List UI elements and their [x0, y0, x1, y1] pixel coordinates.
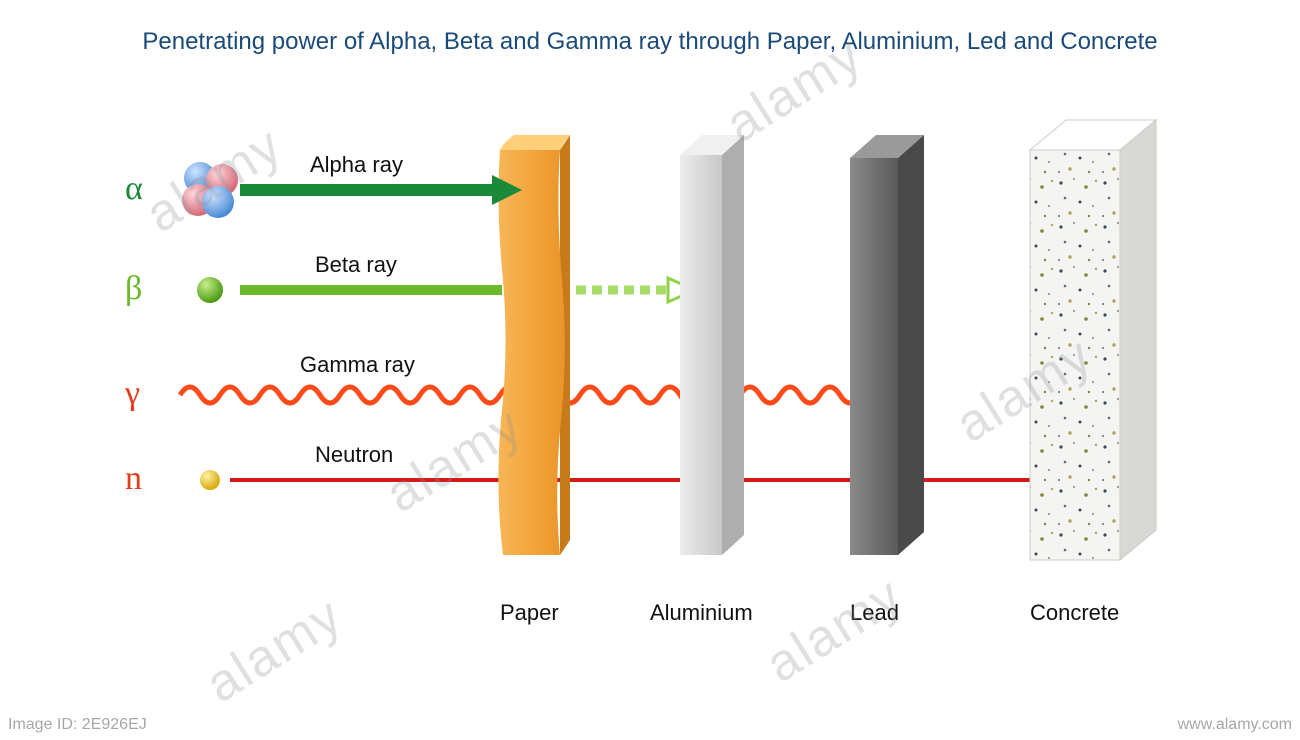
watermark-url: www.alamy.com — [1178, 716, 1292, 734]
beta-ray-arrow-fade — [560, 278, 695, 302]
aluminium-label: Aluminium — [650, 600, 753, 626]
barrier-concrete — [1030, 120, 1156, 560]
alpha-symbol: α — [125, 170, 143, 208]
alpha-ray-arrow — [240, 175, 522, 205]
neutron-particle-icon — [200, 470, 220, 490]
paper-label: Paper — [500, 600, 559, 626]
barrier-aluminium — [680, 135, 744, 555]
gamma-symbol: γ — [125, 375, 140, 413]
barrier-lead — [850, 135, 924, 555]
watermark-id: Image ID: 2E926EJ — [8, 716, 147, 734]
diagram-canvas — [0, 0, 1300, 740]
alpha-ray-label: Alpha ray — [310, 152, 403, 178]
alpha-particle-icon — [182, 162, 238, 218]
beta-ray-label: Beta ray — [315, 252, 397, 278]
gamma-ray-label: Gamma ray — [300, 352, 415, 378]
beta-particle-icon — [197, 277, 223, 303]
neutron-ray-line — [230, 470, 1075, 490]
concrete-label: Concrete — [1030, 600, 1119, 626]
barrier-paper — [498, 135, 570, 555]
lead-label: Lead — [850, 600, 899, 626]
neutron-symbol: n — [125, 460, 142, 498]
neutron-ray-label: Neutron — [315, 442, 393, 468]
beta-symbol: β — [125, 270, 142, 308]
